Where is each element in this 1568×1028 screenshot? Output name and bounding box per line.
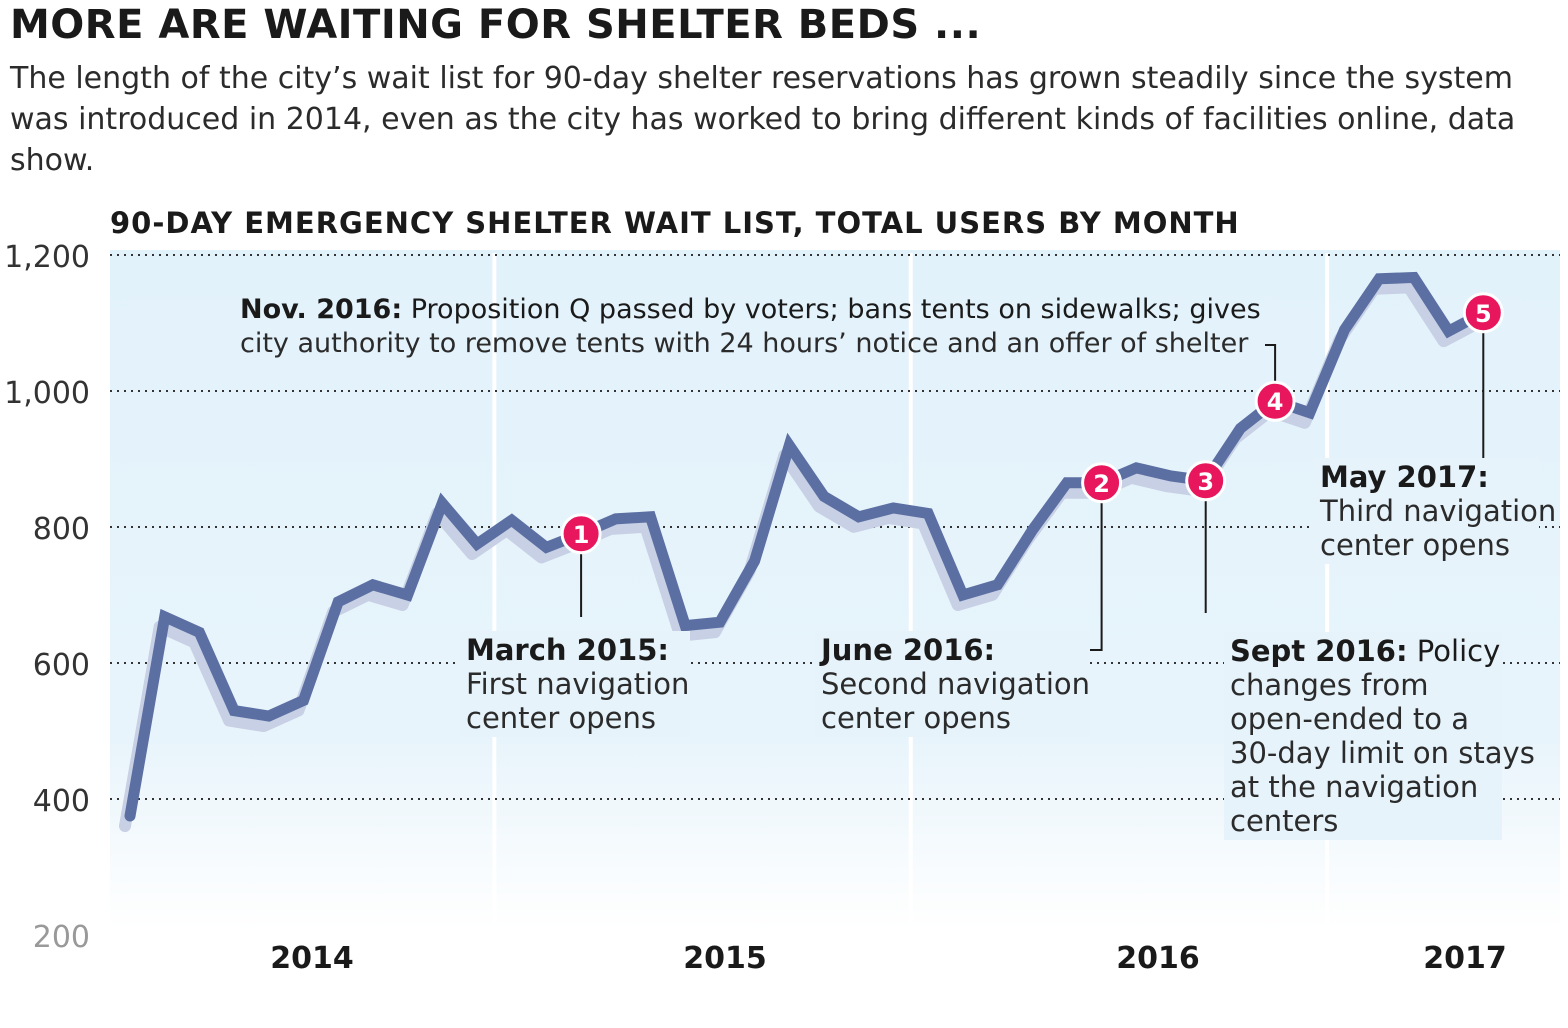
annotation-2-line: center opens — [821, 701, 1011, 735]
y-tick-label: 1,200 — [4, 240, 90, 275]
annotation-5-line: center opens — [1320, 528, 1510, 562]
x-year-label: 2017 — [1423, 941, 1507, 976]
annotation-backdrop — [1314, 458, 1539, 564]
annotation-3-title: Sept 2016: Policy — [1230, 634, 1500, 668]
data-point — [962, 594, 964, 596]
x-year-label: 2014 — [270, 941, 354, 976]
annotation-4-title: Nov. 2016: Proposition Q passed by voter… — [240, 294, 1261, 325]
chart-title: 90-DAY EMERGENCY SHELTER WAIT LIST, TOTA… — [110, 206, 1240, 240]
annotation-2-title: June 2016: — [819, 633, 995, 667]
annotation-5-title: May 2017: — [1320, 460, 1489, 494]
event-marker-3 — [1185, 460, 1227, 502]
data-point — [1309, 412, 1311, 414]
data-point — [1344, 329, 1346, 331]
event-marker-5 — [1462, 292, 1504, 334]
data-point — [1378, 278, 1380, 280]
subhead: The length of the city’s wait list for 9… — [10, 61, 1516, 178]
annotation-title: March 2015: — [466, 633, 669, 667]
annotation-3-line: changes from — [1230, 668, 1429, 702]
data-point — [997, 584, 999, 586]
event-marker-label: 1 — [573, 521, 590, 549]
x-year-label: 2015 — [683, 941, 767, 976]
annotation-5-line: Third navigation — [1319, 494, 1556, 528]
data-point — [858, 516, 860, 518]
annotation-3-line: 30-day limit on stays — [1230, 736, 1535, 770]
data-point — [650, 516, 652, 518]
headline: MORE ARE WAITING FOR SHELTER BEDS ... — [10, 2, 982, 48]
y-tick-label: 600 — [33, 648, 90, 683]
data-point — [1170, 475, 1172, 477]
data-point — [511, 519, 513, 521]
event-marker-4 — [1254, 380, 1296, 422]
annotation-backdrop — [1224, 632, 1502, 840]
annotation-backdrop — [460, 631, 690, 737]
annotation-3-line: centers — [1230, 804, 1338, 838]
annotation-title: Nov. 2016: — [240, 294, 402, 325]
data-point — [268, 715, 270, 717]
data-point — [823, 495, 825, 497]
y-tick-label: 1,000 — [4, 376, 90, 411]
annotation-4-line: city authority to remove tents with 24 h… — [240, 328, 1249, 359]
event-marker-2 — [1081, 462, 1123, 504]
annotation-1-title: March 2015: — [466, 633, 669, 667]
series-line — [124, 271, 1489, 822]
data-point — [476, 543, 478, 545]
data-point — [407, 594, 409, 596]
y-tick-label: 400 — [33, 784, 90, 819]
data-point — [1031, 529, 1033, 531]
data-point — [788, 444, 790, 446]
data-point — [927, 512, 929, 514]
event-marker-label: 3 — [1197, 468, 1214, 496]
data-point — [372, 584, 374, 586]
annotation-3-line: open-ended to a — [1230, 702, 1469, 736]
y-tick-label: 800 — [33, 512, 90, 547]
y-tick-label: 200 — [33, 920, 90, 955]
annotation-first-line: Proposition Q passed by voters; bans ten… — [402, 294, 1261, 325]
annotation-2-line: Second navigation — [821, 667, 1090, 701]
event-marker-label: 4 — [1267, 388, 1284, 416]
data-point — [129, 815, 131, 817]
event-marker-label: 5 — [1475, 300, 1492, 328]
data-point — [1239, 427, 1241, 429]
event-marker-1 — [560, 513, 602, 555]
annotation-3-line: at the navigation — [1230, 770, 1478, 804]
leader-event-4 — [1265, 344, 1277, 384]
data-point — [303, 699, 305, 701]
data-point — [164, 616, 166, 618]
annotation-1-line: center opens — [466, 701, 656, 735]
wait-list-chart: 90-DAY EMERGENCY SHELTER WAIT LIST, TOTA… — [4, 206, 1560, 976]
data-point — [441, 502, 443, 504]
annotation-title: Sept 2016: — [1230, 634, 1408, 668]
data-point — [1135, 467, 1137, 469]
x-year-label: 2016 — [1116, 941, 1200, 976]
data-point — [615, 518, 617, 520]
data-point — [233, 710, 235, 712]
annotation-title: May 2017: — [1320, 460, 1489, 494]
data-point — [1413, 276, 1415, 278]
data-point — [198, 631, 200, 633]
annotation-first-line: Policy — [1408, 634, 1501, 668]
data-point — [1448, 330, 1450, 332]
data-point — [719, 621, 721, 623]
annotation-backdrop — [815, 631, 1090, 737]
data-point — [684, 625, 686, 627]
data-point — [337, 601, 339, 603]
data-point — [1066, 482, 1068, 484]
data-point — [754, 560, 756, 562]
annotation-1-line: First navigation — [466, 667, 689, 701]
data-point — [892, 507, 894, 509]
data-point — [545, 546, 547, 548]
event-marker-label: 2 — [1093, 470, 1110, 498]
annotation-title: June 2016: — [819, 633, 995, 667]
